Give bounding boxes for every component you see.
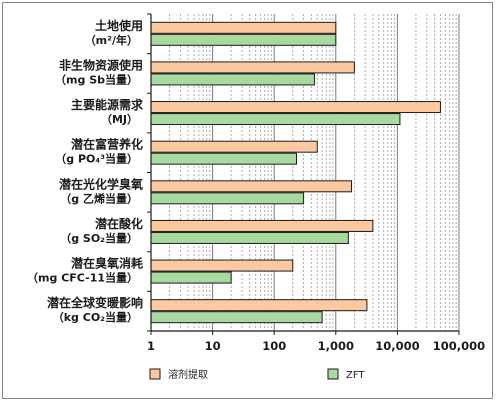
legend-label: ZFT xyxy=(346,370,365,381)
bar-solvent-extraction xyxy=(150,180,353,193)
axes xyxy=(147,13,460,335)
x-tick-label: 100 xyxy=(262,339,286,353)
x-tick-label: 1,000 xyxy=(318,339,354,353)
bar-solvent-extraction xyxy=(150,140,318,153)
bar-zft xyxy=(150,113,401,126)
category-label: 潜在全球变暖影响 xyxy=(47,295,143,310)
category-label: 潜在光化学臭氧 xyxy=(59,176,143,191)
legend-swatch xyxy=(327,368,339,380)
bar-solvent-extraction xyxy=(150,21,337,34)
bar-zft xyxy=(150,33,337,46)
category-label: 非生物资源使用 xyxy=(59,57,143,72)
category-unit-label: （mg CFC-11当量） xyxy=(27,271,138,285)
category-label: 主要能源需求 xyxy=(71,97,144,112)
bars xyxy=(150,21,441,324)
bar-zft xyxy=(150,271,232,284)
category-unit-label: （MJ） xyxy=(101,113,138,126)
bar-solvent-extraction xyxy=(150,61,355,74)
category-unit-label: （g PO₄³当量） xyxy=(55,152,138,166)
x-tick-label: 1 xyxy=(147,339,155,353)
legend-item-zft: ZFT xyxy=(327,368,365,381)
category-label: 潜在酸化 xyxy=(95,216,143,231)
category-labels: 土地使用（m²/年） 非生物资源使用（mg Sb当量） 主要能源需求（MJ） 潜在富营… xyxy=(27,18,144,324)
category-label: 潜在臭氧消耗 xyxy=(71,256,143,271)
category-unit-label: （mg Sb当量） xyxy=(55,72,138,86)
bar-zft xyxy=(150,311,323,324)
legend-label: 溶剂提取 xyxy=(168,368,208,381)
bar-solvent-extraction xyxy=(150,259,294,272)
legend-swatch xyxy=(149,368,161,380)
x-tick-labels: 1 10 100 1,000 10,000 100,000 xyxy=(147,339,485,353)
bar-solvent-extraction xyxy=(150,101,441,114)
x-tick-label: 10 xyxy=(205,339,221,353)
category-label: 潜在富营养化 xyxy=(71,137,143,152)
category-label: 土地使用 xyxy=(95,18,143,33)
legend: 溶剂提取 ZFT xyxy=(149,368,365,381)
x-tick-label: 100,000 xyxy=(433,339,485,353)
x-tick-label: 10,000 xyxy=(375,339,419,353)
category-unit-label: （g SO₂当量） xyxy=(60,231,138,245)
bar-solvent-extraction xyxy=(150,299,368,312)
bar-zft xyxy=(150,152,297,165)
bar-zft xyxy=(150,73,315,86)
bar-zft xyxy=(150,192,305,205)
category-unit-label: （m²/年） xyxy=(85,33,138,47)
bar-zft xyxy=(150,231,349,244)
category-unit-label: （g 乙烯当量） xyxy=(60,191,138,205)
category-unit-label: （kg CO₂当量） xyxy=(53,310,138,324)
legend-item-solvent-extraction: 溶剂提取 xyxy=(149,368,208,381)
bar-solvent-extraction xyxy=(150,219,374,232)
